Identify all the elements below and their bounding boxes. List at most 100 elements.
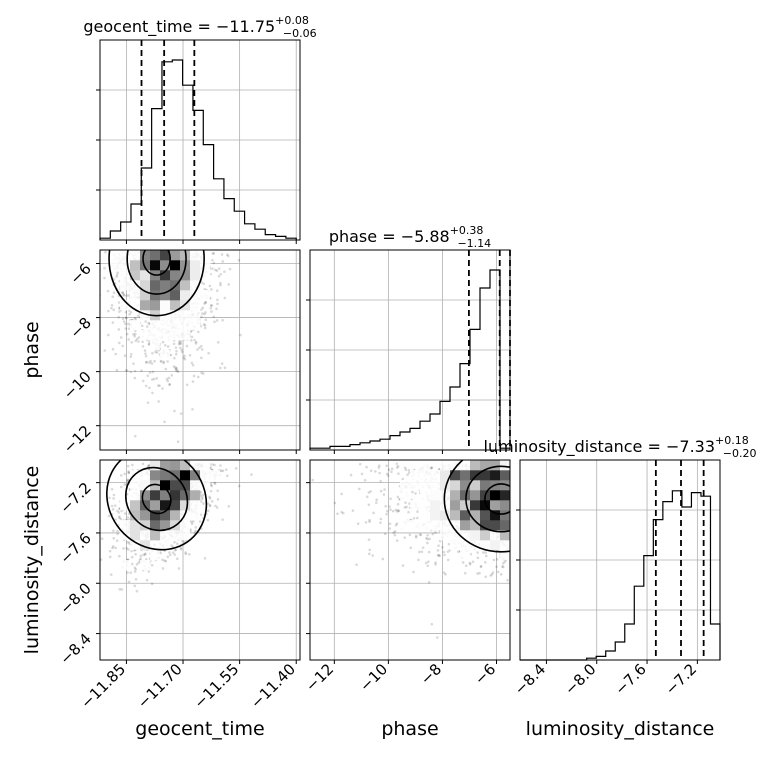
sample-point [177, 342, 181, 346]
sample-point [367, 491, 371, 494]
sample-point [208, 495, 211, 499]
sample-point [468, 561, 472, 565]
sample-point [237, 258, 241, 262]
sample-point [434, 531, 437, 534]
sample-point [134, 332, 137, 336]
sample-point [216, 298, 219, 302]
sample-point [367, 552, 371, 556]
sample-point [141, 345, 145, 348]
density-fill [190, 500, 201, 511]
density-fill [140, 470, 151, 481]
sample-point [365, 465, 368, 469]
density-cell [160, 260, 171, 271]
ylabel-phase: phase [21, 321, 43, 378]
sample-point [204, 311, 207, 314]
sample-point [162, 361, 165, 365]
density-cell [160, 520, 171, 531]
sample-point [111, 347, 115, 351]
sample-point [216, 341, 220, 344]
sample-point [112, 537, 116, 540]
sample-point [122, 293, 125, 296]
sample-point [239, 333, 242, 337]
sample-point [141, 379, 145, 383]
sample-point [403, 466, 407, 470]
sample-point [389, 508, 392, 511]
sample-point [144, 352, 147, 355]
sample-point [135, 563, 139, 566]
sample-point [121, 291, 125, 295]
sample-point [167, 376, 171, 380]
sample-point [178, 342, 182, 345]
sample-point [185, 344, 189, 348]
sample-point [390, 470, 393, 474]
sample-point [146, 374, 150, 378]
sample-point [216, 489, 219, 493]
sample-point [118, 554, 121, 558]
density-fill [170, 530, 181, 541]
sample-point [374, 470, 377, 473]
density-cell [150, 470, 161, 481]
sample-point [147, 570, 151, 573]
sample-point [340, 510, 343, 514]
sample-point [372, 511, 375, 515]
sample-point [378, 464, 381, 468]
sample-point [414, 536, 418, 539]
sample-point [124, 322, 127, 326]
sample-point [114, 546, 117, 550]
sample-point [133, 566, 137, 569]
sample-point [115, 273, 119, 277]
sample-point [436, 553, 440, 557]
sample-point [112, 497, 115, 500]
sample-point [191, 363, 195, 367]
sample-point [149, 359, 152, 363]
sample-point [175, 557, 179, 561]
sample-point [192, 374, 196, 378]
sample-point [479, 565, 483, 569]
density-fill [200, 470, 211, 481]
sample-point [145, 325, 149, 328]
sample-point [130, 555, 134, 559]
density-cell [160, 280, 171, 291]
sample-point [208, 503, 212, 507]
sample-point [403, 506, 407, 509]
sample-point [174, 367, 178, 371]
sample-point [119, 485, 123, 489]
sample-point [180, 350, 184, 354]
density-fill [140, 330, 151, 341]
sample-point [137, 561, 140, 564]
panel-frame [309, 249, 511, 451]
xlabel-luminosity-distance: luminosity_distance [526, 718, 715, 740]
sample-point [121, 291, 124, 294]
density-cell [180, 280, 191, 291]
sample-point [110, 504, 114, 508]
sample-point [431, 532, 435, 536]
sample-point [168, 551, 171, 554]
density-cell [140, 490, 151, 501]
sample-point [219, 366, 222, 370]
density-cell [170, 480, 181, 491]
sample-point [201, 495, 204, 499]
sample-point [127, 471, 130, 475]
sample-point [203, 557, 207, 560]
sample-point [461, 561, 465, 564]
sample-point [182, 356, 186, 360]
density-fill [180, 520, 191, 531]
sample-point [132, 333, 135, 336]
density-cell [160, 460, 171, 471]
sample-point [420, 550, 424, 553]
sample-point [176, 440, 180, 444]
sample-point [118, 516, 121, 520]
sample-point [112, 291, 116, 295]
sample-point [166, 360, 169, 363]
density-cell [180, 270, 191, 281]
sample-point [182, 540, 186, 544]
sample-point [382, 493, 386, 496]
density-cell [180, 460, 191, 471]
density-fill [110, 260, 121, 271]
sample-point [227, 505, 230, 508]
sample-point [146, 401, 150, 404]
sample-point [216, 497, 220, 501]
density-cell [130, 520, 141, 531]
sample-point [147, 321, 150, 325]
sample-point [124, 316, 128, 320]
